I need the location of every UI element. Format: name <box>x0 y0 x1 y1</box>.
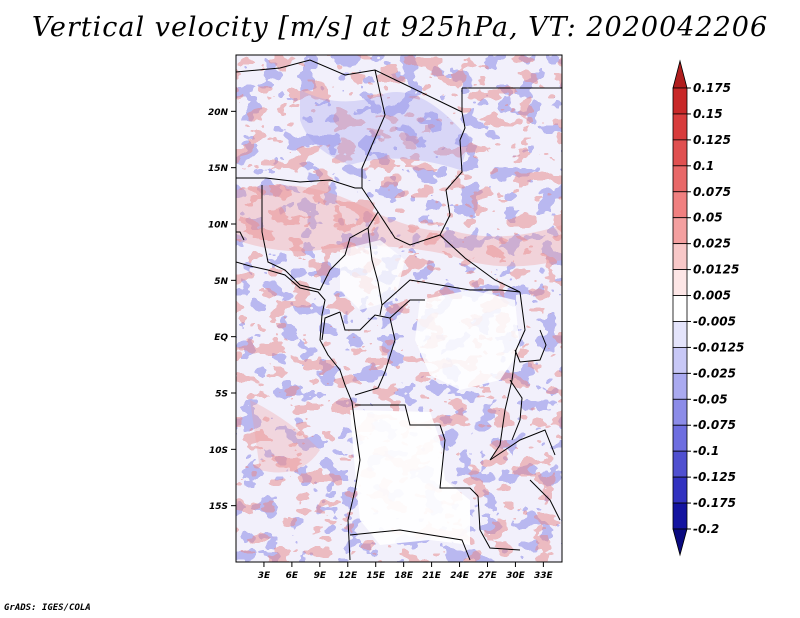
colorbar-swatch <box>672 398 688 426</box>
lat-tick-label: 5N <box>214 277 228 287</box>
colorbar-swatch <box>672 59 688 89</box>
colorbar-label: 0.175 <box>693 81 731 95</box>
lon-tick-label: 27E <box>478 571 498 581</box>
colorbar-swatch <box>672 528 688 557</box>
lat-tick-label: 15S <box>209 502 228 512</box>
colorbar-label: 0.0125 <box>693 263 739 277</box>
colorbar-label: 0.05 <box>693 211 723 225</box>
longitude-axis: 3E 6E 9E 12E 15E 18E 21E 24E 27E 30E 33E <box>258 562 554 581</box>
chart-title: Vertical velocity [m/s] at 925hPa, VT: 2… <box>31 12 769 43</box>
colorbar-swatch <box>672 269 688 296</box>
lat-tick-label: EQ <box>214 333 228 343</box>
country-borders <box>236 59 562 561</box>
lon-tick-label: 12E <box>338 571 358 581</box>
lon-tick-label: 30E <box>506 571 526 581</box>
colorbar-label: 0.125 <box>693 133 731 147</box>
lon-tick-label: 18E <box>394 571 414 581</box>
lon-tick-label: 15E <box>366 571 386 581</box>
colorbar-label: 0.025 <box>693 237 731 251</box>
colorbar-swatch <box>672 450 688 478</box>
colorbar-swatch <box>672 165 688 193</box>
lat-tick-label: 10N <box>208 221 229 231</box>
colorbar-swatch <box>672 502 688 530</box>
colorbar-label: 0.15 <box>693 107 723 121</box>
colorbar-label: 0.1 <box>693 159 714 173</box>
lon-tick-label: 21E <box>422 571 442 581</box>
lon-tick-label: 9E <box>314 571 327 581</box>
map-frame <box>235 54 563 563</box>
latitude-axis: 20N 15N 10N 5N EQ 5S 10S 15S <box>208 108 236 512</box>
colorbar-swatch <box>672 295 688 322</box>
colorbar-swatch <box>672 139 688 167</box>
colorbar-swatch <box>672 191 688 219</box>
colorbar-swatch <box>672 476 688 504</box>
lat-tick-label: 20N <box>208 108 229 118</box>
lat-tick-label: 5S <box>215 390 228 400</box>
colorbar-label: -0.05 <box>693 392 728 406</box>
colorbar-label: -0.2 <box>693 522 719 536</box>
colorbar-swatch <box>672 321 688 348</box>
lon-tick-label: 6E <box>286 571 299 581</box>
colorbar-swatch <box>672 87 688 115</box>
lat-tick-label: 15N <box>208 164 229 174</box>
colorbar-label: -0.005 <box>693 314 736 328</box>
colorbar-swatch <box>672 424 688 452</box>
colorbar-label: -0.175 <box>693 496 736 510</box>
colorbar-label: -0.0125 <box>693 340 744 354</box>
colorbar-label: -0.025 <box>693 366 736 380</box>
colorbar-swatch <box>672 243 688 270</box>
colorbar-label: 0.075 <box>693 185 731 199</box>
colorbar-swatch <box>672 113 688 141</box>
lat-tick-label: 10S <box>209 446 228 456</box>
vertical-velocity-field <box>236 55 562 562</box>
colorbar: 0.175 0.15 0.125 0.1 0.075 0.05 0.025 0.0125 0.0… <box>672 59 744 557</box>
grads-credit: GrADS: IGES/COLA <box>4 603 91 613</box>
colorbar-swatch <box>672 372 688 400</box>
colorbar-label: -0.125 <box>693 470 736 484</box>
colorbar-swatch <box>672 217 688 245</box>
colorbar-label: -0.075 <box>693 418 736 432</box>
lon-tick-label: 33E <box>534 571 554 581</box>
colorbar-label: -0.1 <box>693 444 719 458</box>
lon-tick-label: 3E <box>258 571 271 581</box>
lon-tick-label: 24E <box>450 571 470 581</box>
colorbar-label: 0.005 <box>693 289 731 303</box>
colorbar-swatch <box>672 347 688 374</box>
